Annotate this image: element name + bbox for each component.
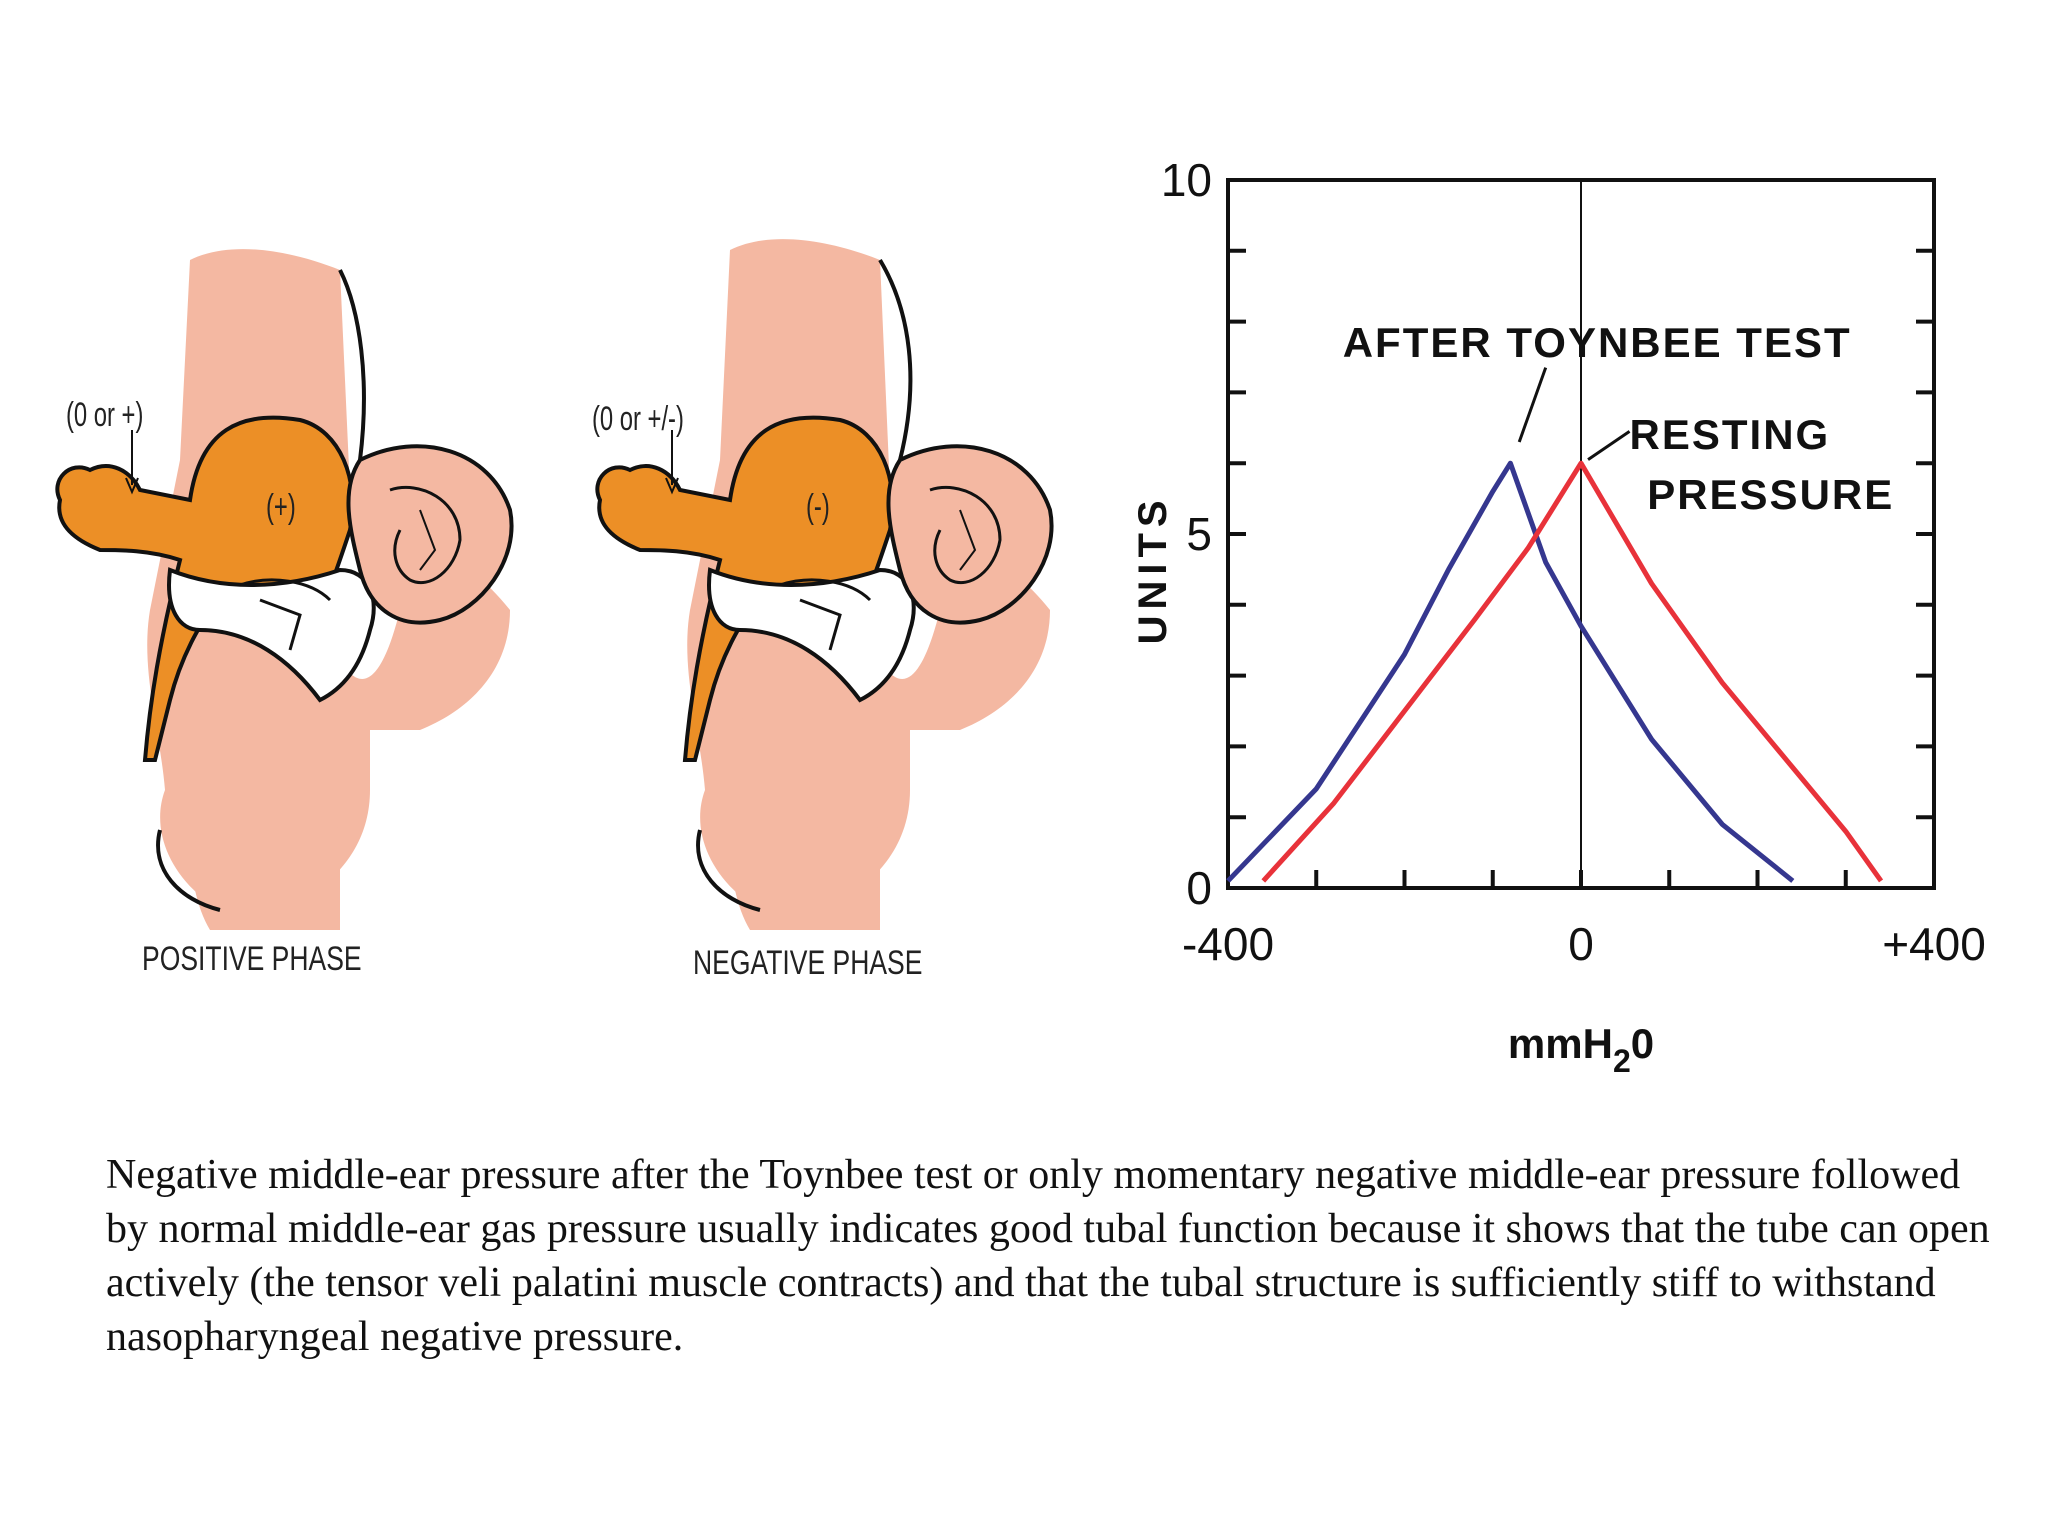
pharynx-lower	[180, 700, 340, 930]
after-toynbee-series-line	[1226, 460, 1795, 883]
pressure-arrow	[665, 430, 679, 495]
outer-ear	[346, 444, 514, 625]
y-axis-label: UNITS	[1131, 494, 1175, 644]
positive-cavity-sign: (+)	[266, 488, 296, 526]
chin-outline	[696, 829, 761, 912]
palate-white	[707, 567, 916, 703]
x-tick-label: 0	[1568, 918, 1594, 970]
negative-cavity-sign: (-)	[806, 488, 830, 526]
head-outline	[878, 258, 913, 461]
palate-white	[167, 567, 376, 703]
negative-phase-ear-diagram	[595, 239, 1054, 930]
negative-phase-label: NEGATIVE PHASE	[693, 944, 923, 982]
positive-phase-ear-diagram	[55, 249, 514, 930]
after-toynbee-annotation: AFTER TOYNBEE TEST	[1343, 319, 1852, 366]
pressure-annotation: PRESSURE	[1647, 471, 1894, 518]
outer-ear	[886, 444, 1054, 625]
x-tick-label: -400	[1182, 918, 1274, 970]
positive-phase-label: POSITIVE PHASE	[142, 940, 362, 978]
pharynx-lower	[720, 700, 880, 930]
resting-leader-line	[1587, 430, 1631, 461]
after-toynbee-leader-line	[1517, 367, 1548, 443]
x-tick-label: +400	[1882, 918, 1986, 970]
labels-layer: UNITS mmH20 AFTER TOYNBEE TEST RESTING P…	[1131, 319, 1894, 1079]
y-tick-label: 10	[1161, 154, 1212, 206]
series-layer	[1226, 460, 1884, 883]
caption: Negative middle-ear pressure after the T…	[106, 1152, 2001, 1360]
y-tick-label: 0	[1186, 862, 1212, 914]
resting-annotation: RESTING	[1630, 411, 1831, 458]
positive-pressure-note: (0 or +)	[66, 396, 144, 434]
head-outline	[338, 269, 366, 461]
pressure-arrow	[125, 430, 139, 495]
x-axis-label: mmH20	[1508, 1020, 1654, 1079]
negative-pressure-note: (0 or +/-)	[592, 400, 684, 438]
y-tick-label: 5	[1186, 508, 1212, 560]
chin-outline	[156, 829, 221, 912]
resting-pressure-series-line	[1261, 460, 1884, 883]
